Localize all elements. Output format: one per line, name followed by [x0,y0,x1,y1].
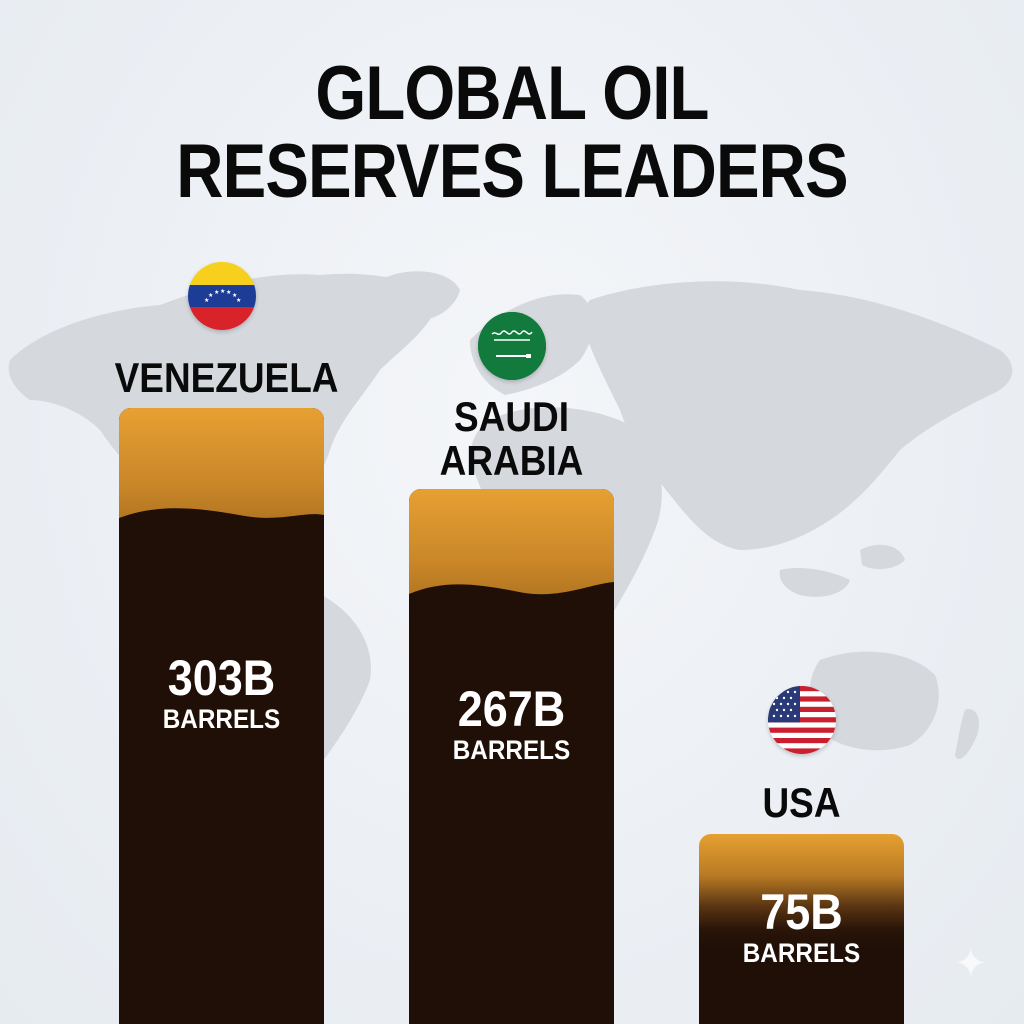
svg-text:★: ★ [204,297,209,304]
label-saudi-arabia: SAUDI ARABIA [439,393,584,484]
title-line-2: RESERVES LEADERS [176,129,848,214]
bar-usa: 75B BARRELS [699,834,904,1024]
unit-venezuela: BARRELS [162,704,281,734]
bar-saudi-arabia: 267B BARRELS [409,489,614,1024]
label-usa: USA [762,779,841,826]
svg-text:★: ★ [232,292,237,299]
usa-flag-icon [768,686,836,754]
svg-text:★: ★ [226,289,231,296]
bar-venezuela: 303B BARRELS [119,408,324,1024]
chart-title: GLOBAL OIL RESERVES LEADERS [72,55,953,211]
unit-saudi-arabia: BARRELS [452,735,571,765]
unit-usa: BARRELS [742,938,861,968]
label-venezuela: VENEZUELA [114,354,339,401]
svg-text:★: ★ [214,289,219,296]
sparkle-watermark-icon: ✦ [954,942,988,986]
value-saudi-arabia: 267B [457,681,566,737]
title-line-1: GLOBAL OIL [315,51,709,136]
svg-text:★: ★ [236,297,241,304]
saudi-arabia-flag-icon [478,312,546,380]
svg-text:★: ★ [208,292,213,299]
value-usa: 75B [760,884,843,940]
venezuela-flag-icon: ★ ★ ★ ★ ★ ★ ★ [188,262,256,330]
svg-text:★: ★ [220,288,225,295]
value-venezuela: 303B [167,650,276,706]
